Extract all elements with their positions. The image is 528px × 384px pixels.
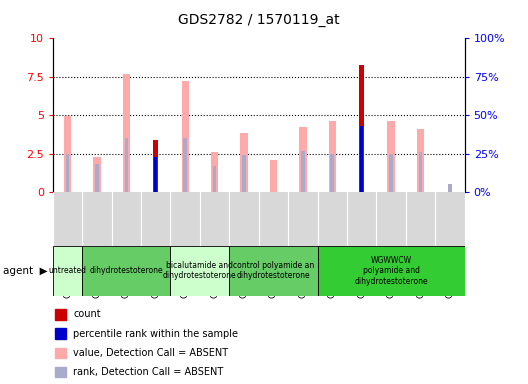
Bar (388, 121, 395, 192)
Bar (183, 138, 187, 192)
Bar (213, 166, 216, 192)
Bar (270, 160, 277, 192)
Bar (299, 127, 307, 192)
Bar (154, 157, 157, 192)
Bar (419, 152, 422, 192)
Bar (55, 309, 67, 319)
Bar (64, 116, 71, 192)
Bar (171, 246, 229, 296)
Bar (55, 328, 67, 339)
Bar (95, 164, 99, 192)
Bar (301, 151, 305, 192)
Bar (360, 126, 363, 192)
Bar (153, 140, 158, 192)
Text: percentile rank within the sample: percentile rank within the sample (73, 328, 239, 339)
Text: GDS2782 / 1570119_at: GDS2782 / 1570119_at (178, 13, 340, 27)
Text: rank, Detection Call = ABSENT: rank, Detection Call = ABSENT (73, 367, 224, 377)
Bar (240, 133, 248, 192)
Text: control polyamide an
dihydrotestoterone: control polyamide an dihydrotestoterone (233, 261, 314, 280)
Text: count: count (73, 309, 101, 319)
Bar (242, 155, 246, 192)
Bar (331, 154, 334, 192)
Bar (328, 121, 336, 192)
Bar (448, 184, 451, 192)
Bar (93, 157, 101, 192)
Text: bicalutamide and
dihydrotestoterone: bicalutamide and dihydrotestoterone (163, 261, 237, 280)
Bar (55, 348, 67, 358)
Text: dihydrotestoterone: dihydrotestoterone (90, 266, 163, 275)
Bar (211, 152, 218, 192)
Text: untreated: untreated (49, 266, 87, 275)
Bar (229, 246, 317, 296)
Bar (317, 246, 465, 296)
Bar (125, 138, 128, 192)
Bar (82, 246, 171, 296)
Bar (389, 154, 393, 192)
Text: WGWWCW
polyamide and
dihydrotestoterone: WGWWCW polyamide and dihydrotestoterone (354, 256, 428, 286)
Text: agent  ▶: agent ▶ (3, 266, 48, 276)
Bar (182, 81, 189, 192)
Text: value, Detection Call = ABSENT: value, Detection Call = ABSENT (73, 348, 229, 358)
Bar (417, 129, 424, 192)
Bar (122, 74, 130, 192)
Bar (55, 367, 67, 377)
Bar (53, 246, 82, 296)
Bar (66, 154, 69, 192)
Bar (359, 65, 364, 192)
